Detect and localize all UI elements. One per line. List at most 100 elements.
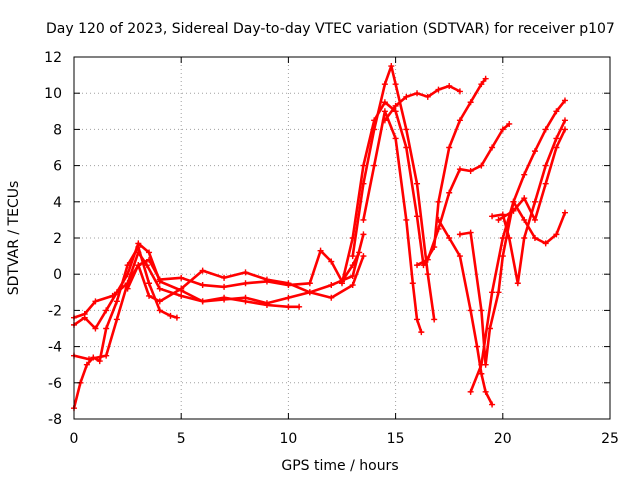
data-point <box>435 216 442 223</box>
data-point <box>103 307 110 314</box>
data-point <box>446 189 453 196</box>
data-point <box>431 316 438 323</box>
data-point <box>467 229 474 236</box>
chart-title: Day 120 of 2023, Sidereal Day-to-day VTE… <box>46 21 615 37</box>
data-point <box>542 162 549 169</box>
data-point <box>306 289 313 296</box>
series-track-5 <box>124 247 363 292</box>
data-point <box>306 280 313 287</box>
series-line <box>126 249 361 290</box>
data-point <box>456 88 463 95</box>
data-point <box>221 283 228 290</box>
data-point <box>392 102 399 109</box>
series-track-11 <box>435 216 496 408</box>
series-track-7 <box>349 63 438 323</box>
data-point <box>456 231 463 238</box>
series-line <box>340 77 487 285</box>
data-point <box>285 294 292 301</box>
data-point <box>156 307 163 314</box>
data-point <box>403 216 410 223</box>
data-point <box>478 307 485 314</box>
y-tick-label: 6 <box>53 159 62 175</box>
data-point <box>178 274 185 281</box>
data-point <box>435 225 442 232</box>
data-point <box>146 292 153 299</box>
data-point <box>242 269 249 276</box>
data-point <box>371 126 378 133</box>
data-point <box>467 307 474 314</box>
data-point <box>328 282 335 289</box>
data-point <box>553 144 560 151</box>
data-point <box>392 81 399 88</box>
y-axis-title: SDTVAR / TECUs <box>6 181 22 296</box>
data-point <box>83 361 90 368</box>
data-point <box>521 195 528 202</box>
data-point <box>456 166 463 173</box>
data-point <box>478 370 485 377</box>
data-point <box>424 256 431 263</box>
data-point <box>446 144 453 151</box>
data-point <box>156 298 163 305</box>
data-point <box>135 244 142 251</box>
data-point <box>495 289 502 296</box>
data-point <box>435 86 442 93</box>
data-point <box>199 267 206 274</box>
data-point <box>414 90 421 97</box>
series-track-10 <box>414 120 513 269</box>
data-point <box>561 209 568 216</box>
series-line <box>362 110 423 334</box>
data-point <box>414 213 421 220</box>
x-tick-label: 15 <box>387 431 405 447</box>
data-point <box>135 262 142 269</box>
data-point <box>561 117 568 124</box>
series-track-9 <box>381 82 463 124</box>
data-point <box>199 282 206 289</box>
data-point <box>495 216 502 223</box>
data-point <box>467 99 474 106</box>
data-point <box>296 303 303 310</box>
data-point <box>146 256 153 263</box>
y-tick-label: 12 <box>44 50 62 66</box>
data-point <box>156 276 163 283</box>
data-point <box>124 262 131 269</box>
data-point <box>521 171 528 178</box>
data-point <box>109 292 116 299</box>
data-point <box>478 162 485 169</box>
data-point <box>499 253 506 260</box>
data-point <box>499 235 506 241</box>
data-point <box>403 126 410 133</box>
data-point <box>328 258 335 265</box>
data-point <box>146 249 153 256</box>
data-point <box>409 280 416 287</box>
data-point <box>96 358 103 365</box>
data-point <box>482 388 489 395</box>
data-point <box>542 240 549 247</box>
data-point <box>360 162 367 169</box>
data-point <box>414 180 421 187</box>
x-tick-label: 20 <box>494 431 512 447</box>
data-point <box>113 298 120 305</box>
data-point <box>489 401 496 408</box>
data-point <box>113 316 120 323</box>
y-tick-label: 8 <box>53 122 62 138</box>
data-point <box>173 314 180 321</box>
series-track-13 <box>467 97 568 395</box>
data-point <box>489 213 496 220</box>
data-point <box>339 280 345 287</box>
data-point <box>414 316 421 323</box>
y-tick-label: -6 <box>48 376 62 392</box>
data-point <box>371 162 378 169</box>
data-point <box>381 99 388 106</box>
data-point <box>360 253 367 260</box>
data-point <box>360 180 367 187</box>
data-point <box>424 93 431 100</box>
data-point <box>456 253 463 260</box>
series-track-8 <box>360 108 425 336</box>
data-point <box>349 262 356 269</box>
data-point <box>92 325 99 332</box>
data-point <box>242 280 249 287</box>
data-point <box>510 198 517 205</box>
data-point <box>478 81 485 88</box>
data-point <box>199 298 206 305</box>
data-point <box>381 108 388 115</box>
